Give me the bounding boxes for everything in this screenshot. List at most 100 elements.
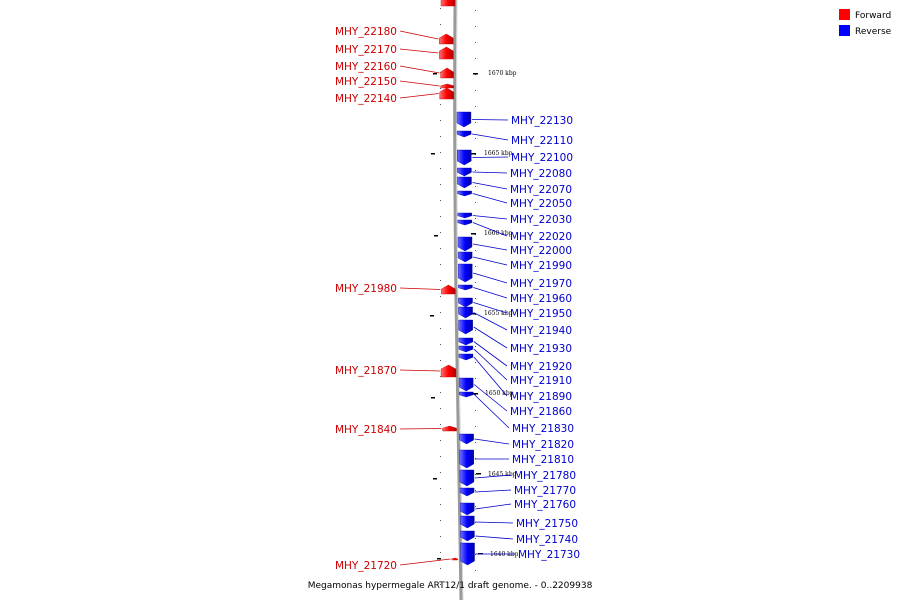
tick-dot — [440, 360, 441, 361]
tick-dot — [475, 554, 476, 555]
reverse-gene-arrow — [460, 542, 475, 566]
reverse-gene-arrow — [458, 353, 474, 361]
tick-dot — [475, 490, 476, 491]
forward-leader-line — [399, 93, 439, 99]
kbp-label: 1665 kbp — [484, 150, 513, 157]
forward-leader-line — [399, 287, 441, 290]
tick-dot — [475, 362, 476, 363]
forward-gene-label: MHY_21720 — [335, 560, 397, 572]
tick-dot — [475, 378, 476, 379]
forward-gene-arrow — [439, 87, 454, 100]
reverse-gene-arrow — [458, 319, 473, 335]
tick-dot — [440, 296, 441, 297]
reverse-gene-arrow — [460, 530, 475, 542]
reverse-leader-line — [473, 348, 508, 381]
forward-gene-arrow — [442, 425, 457, 432]
reverse-gene-arrow — [457, 167, 472, 177]
tick-dot — [440, 104, 441, 105]
tick-dot — [475, 570, 476, 571]
reverse-gene-label: MHY_21970 — [510, 278, 572, 290]
tick-dot — [440, 536, 441, 537]
kbp-tick — [476, 473, 481, 475]
forward-gene-label: MHY_21870 — [335, 365, 397, 377]
reverse-gene-label: MHY_21860 — [510, 406, 572, 418]
tick-dot — [475, 426, 476, 427]
forward-gene-arrow — [440, 83, 454, 89]
forward-gene-label: MHY_22140 — [335, 93, 397, 105]
reverse-gene-label: MHY_21730 — [518, 549, 580, 561]
tick-dot — [440, 328, 441, 329]
reverse-leader-line — [472, 243, 508, 251]
tick-dot — [440, 184, 441, 185]
legend: Forward Reverse — [839, 9, 892, 37]
reverse-leader-line — [472, 156, 509, 158]
forward-leader-line — [399, 369, 441, 372]
gene-labels: MHY_22180 MHY_22170 MHY_22160 MHY_22150 MHY_… — [335, 26, 580, 572]
tick-major — [433, 73, 437, 75]
reverse-gene-arrow — [458, 263, 473, 283]
reverse-gene-label: MHY_22130 — [511, 115, 573, 127]
reverse-gene-arrow — [458, 284, 473, 291]
tick-dot — [440, 520, 441, 521]
forward-gene-arrow — [451, 557, 458, 561]
reverse-gene-arrow — [459, 487, 475, 497]
forward-gene-arrow — [440, 0, 456, 7]
reverse-leader-line — [473, 256, 508, 266]
tick-dot — [440, 392, 441, 393]
tick-dot — [440, 8, 441, 9]
reverse-leader-line — [474, 438, 510, 445]
tick-dot — [475, 186, 476, 187]
reverse-gene-label: MHY_21750 — [516, 518, 578, 530]
kbp-tick — [471, 153, 476, 155]
reverse-leader-line — [471, 119, 509, 121]
forward-leader-line — [399, 30, 439, 40]
reverse-leader-line — [472, 133, 509, 141]
reverse-gene-label: MHY_22080 — [510, 168, 572, 180]
reverse-gene-arrow — [459, 502, 475, 516]
reverse-gene-arrow — [458, 306, 473, 319]
reverse-leader-line — [473, 287, 508, 299]
tick-major — [437, 558, 441, 560]
kbp-label: 1645 kbp — [488, 471, 517, 478]
reverse-gene-arrow — [459, 449, 474, 469]
reverse-leader-line — [473, 356, 508, 397]
kbp-label: 1670 kbp — [488, 70, 517, 77]
reverse-gene-arrow — [459, 469, 475, 487]
tick-dot — [440, 200, 441, 201]
genome-caption: Megamonas hypermegale ART12/1 draft geno… — [308, 581, 593, 591]
tick-dot — [475, 170, 476, 171]
forward-gene-label: MHY_21840 — [335, 424, 397, 436]
reverse-gene-arrow — [458, 377, 474, 392]
tick-dot — [440, 264, 441, 265]
reverse-leader-line — [474, 474, 512, 479]
tick-dot — [440, 216, 441, 217]
tick-dot — [440, 376, 441, 377]
tick-dot — [440, 504, 441, 505]
reverse-gene-arrow — [458, 345, 474, 353]
reverse-leader-line — [472, 222, 508, 237]
tick-dot — [475, 410, 476, 411]
reverse-leader-line — [473, 312, 508, 331]
tick-major — [433, 478, 437, 480]
tick-dot — [440, 120, 441, 121]
tick-dot — [475, 298, 476, 299]
reverse-gene-label: MHY_22020 — [510, 231, 572, 243]
forward-leader-line — [399, 65, 440, 74]
reverse-gene-label: MHY_21760 — [514, 499, 576, 511]
forward-gene-arrow — [440, 364, 457, 378]
tick-dot — [440, 440, 441, 441]
kbp-scale-labels: 1670 kbp 1665 kbp 1660 kbp 1655 kbp 1650 kbp… — [471, 70, 519, 558]
reverse-gene-label: MHY_21740 — [516, 534, 578, 546]
tick-dot — [475, 538, 476, 539]
tick-major — [431, 397, 435, 399]
reverse-gene-arrow — [459, 433, 474, 445]
tick-dot — [440, 488, 441, 489]
tick-dot — [440, 24, 441, 25]
reverse-gene-arrow — [458, 297, 473, 308]
tick-dot — [475, 138, 476, 139]
tick-dot — [475, 282, 476, 283]
tick-dot — [440, 472, 441, 473]
reverse-leader-line — [473, 302, 508, 314]
tick-dot — [475, 250, 476, 251]
tick-dot — [440, 584, 441, 585]
